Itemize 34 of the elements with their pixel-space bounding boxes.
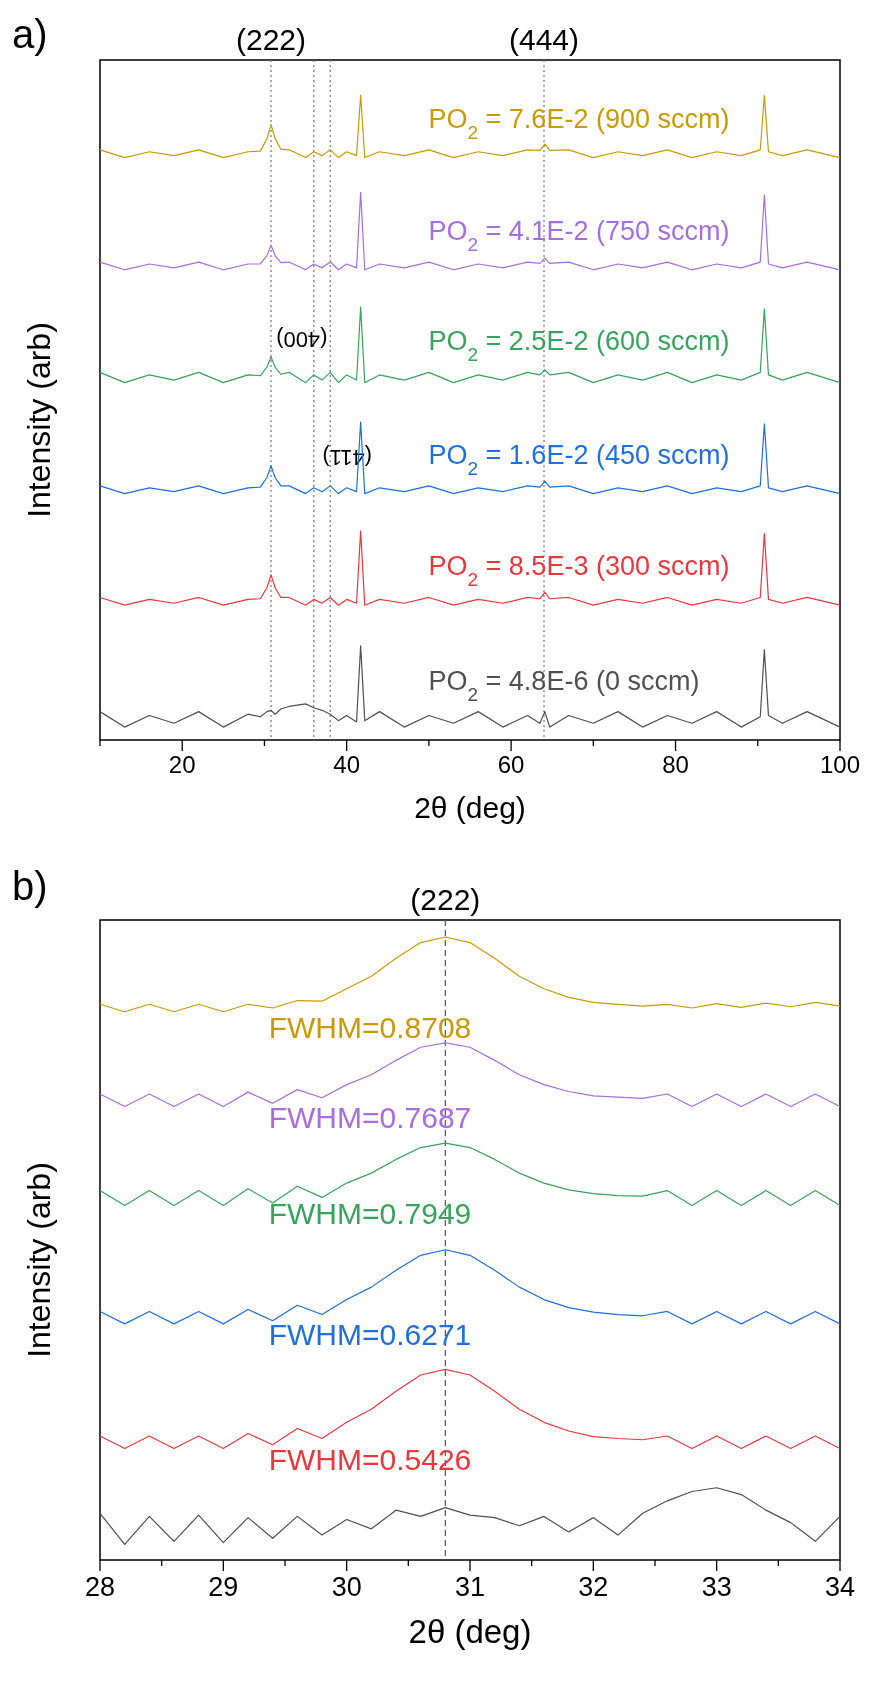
text: (222) (410, 883, 481, 916)
x-tick-label: 30 (331, 1571, 362, 1602)
x-tick-label: 31 (454, 1571, 486, 1602)
x-tick-label: 32 (578, 1571, 609, 1602)
chart-title: a) (12, 12, 48, 56)
x-tick-label: 34 (824, 1571, 856, 1602)
series-label: PO$_{2}$ = 7.6E-2 (900 sccm) (428, 103, 730, 143)
series-label: PO$_{2}$ = 4.8E-6 (0 sccm) (428, 665, 700, 705)
x-tick-label: 20 (168, 751, 196, 779)
series-label: FWHM=0.7687 (268, 1100, 472, 1134)
series-label: FWHM=0.8708 (268, 1010, 472, 1044)
x-axis-title: 2θ (deg) (408, 1613, 532, 1651)
x-tick-label: 40 (333, 751, 361, 779)
series-label: PO$_{2}$ = 8.5E-3 (300 sccm) (428, 551, 730, 590)
series-label: PO$_{2}$ = 4.1E-2 (750 sccm) (428, 216, 730, 255)
x-tick-label: 28 (84, 1571, 116, 1602)
annotation: (400) (276, 327, 328, 353)
series-label: PO$_{2}$ = 1.6E-2 (450 sccm) (428, 439, 730, 479)
text: (444) (508, 23, 580, 56)
x-axis-title: 2θ (deg) (414, 791, 526, 824)
annotation: (411) (322, 445, 373, 471)
chart-title: b) (12, 864, 48, 908)
series-label: PO$_{2}$ = 2.5E-2 (600 sccm) (428, 326, 730, 365)
x-tick-label: 100 (819, 751, 861, 779)
x-tick-label: 60 (497, 751, 525, 779)
x-tick-label: 33 (701, 1571, 732, 1602)
series-label: FWHM=0.7949 (268, 1197, 472, 1231)
series-label: FWHM=0.6271 (268, 1318, 472, 1352)
x-tick-label: 80 (662, 751, 689, 779)
text: (222) (236, 23, 307, 56)
series-label: FWHM=0.5426 (268, 1442, 472, 1476)
y-axis-title: Intensity (arb) (21, 322, 57, 518)
y-axis-title: Intensity (arb) (21, 1162, 57, 1358)
x-tick-label: 29 (208, 1571, 239, 1602)
